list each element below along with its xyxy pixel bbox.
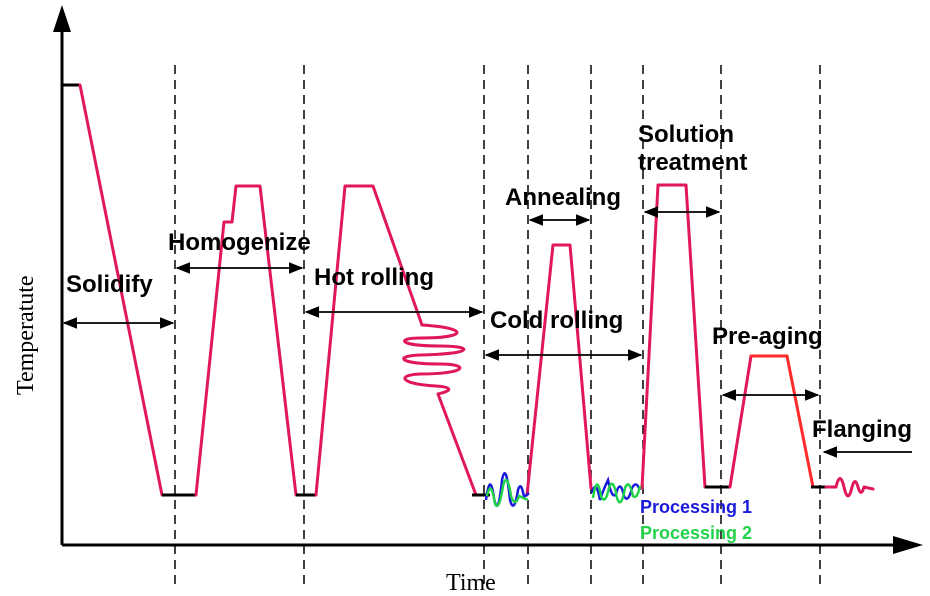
label-cold-rolling: Cold rolling	[490, 307, 623, 334]
label-solidify: Solidify	[66, 271, 153, 298]
stage-labels: Solidify Homogenize Hot rolling Annealin…	[66, 121, 912, 443]
y-axis-arrowhead	[53, 5, 71, 32]
span-arrows	[62, 206, 912, 458]
hot-rolling-oscillation	[402, 323, 466, 396]
curve-pre-aging-heating	[728, 354, 753, 489]
processing-squiggles	[484, 472, 642, 508]
curve-hot-rolling-cooling	[436, 392, 478, 497]
processing2-squiggle-right	[591, 482, 642, 504]
legend-processing1: Processing 1	[640, 497, 752, 517]
legend: Processing 1 Processing 2	[640, 497, 752, 543]
y-axis-label: Temperatute	[13, 275, 39, 395]
curve-annealing	[525, 243, 593, 497]
label-solution-line1: Solution	[638, 121, 734, 148]
curve-pre-aging-cooling	[785, 354, 815, 489]
label-pre-aging: Pre-aging	[712, 323, 823, 350]
x-axis-label: Time	[446, 570, 496, 596]
flanging-oscillation	[824, 477, 875, 498]
label-solution-line2: treatment	[638, 149, 747, 176]
label-homogenize: Homogenize	[168, 229, 311, 256]
label-flanging: Flanging	[812, 416, 912, 443]
curve-solution-treatment	[640, 183, 707, 490]
axes	[53, 5, 923, 554]
processing2-squiggle-left	[485, 478, 529, 508]
label-annealing: Annealing	[505, 184, 621, 211]
legend-processing2: Processing 2	[640, 523, 752, 543]
stage-dividers	[174, 65, 821, 585]
temperature-curve	[62, 83, 875, 498]
curve-solidify	[78, 83, 164, 497]
curve-hot-rolling	[314, 184, 424, 497]
x-axis-arrowhead	[893, 536, 923, 554]
label-hot-rolling: Hot rolling	[314, 264, 434, 291]
